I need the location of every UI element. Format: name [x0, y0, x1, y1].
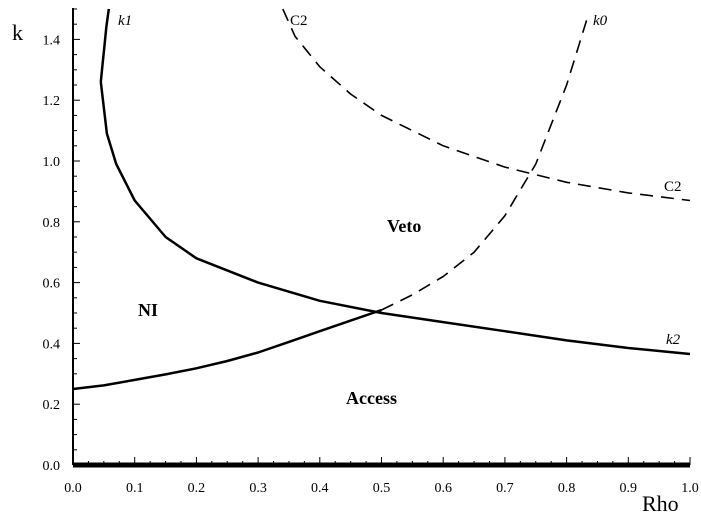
series-k0-dashed-line: [381, 14, 589, 311]
y-tick-label: 0.2: [43, 398, 61, 413]
y-tick-label: 1.2: [43, 94, 61, 109]
curve-label-k1: k1: [118, 13, 132, 29]
y-tick-label: 0.4: [43, 337, 61, 352]
region-label-veto: Veto: [387, 216, 421, 236]
x-tick-label: 1.0: [681, 481, 699, 496]
curve-label-c2-top: C2: [290, 13, 308, 29]
y-tick-label: 0.0: [43, 459, 61, 474]
y-axis-title: k: [12, 20, 23, 45]
x-tick-label: 0.9: [620, 481, 638, 496]
series-C2-line: [282, 8, 691, 202]
x-tick-label: 0.7: [496, 481, 514, 496]
x-tick-label: 0.8: [558, 481, 576, 496]
curves: [72, 8, 691, 391]
curve-label-k0: k0: [593, 13, 608, 29]
x-axis-title: Rho: [642, 491, 679, 516]
curve-label-k2: k2: [666, 332, 681, 348]
x-tick-label: 0.6: [434, 481, 452, 496]
y-tick-label: 1.0: [43, 155, 61, 170]
series-k1-line: [99, 8, 111, 83]
y-tick-label: 1.4: [43, 33, 61, 48]
x-tick-label: 0.0: [64, 481, 82, 496]
x-tick-label: 0.5: [373, 481, 391, 496]
y-tick-label: 0.8: [43, 216, 61, 231]
x-tick-label: 0.4: [311, 481, 329, 496]
series-k2-line: [99, 81, 691, 356]
curve-label-c2-right: C2: [664, 179, 682, 195]
y-tick-label: 0.6: [43, 277, 61, 292]
region-label-ni: NI: [138, 300, 158, 320]
tick-labels: 0.0 0.1 0.2 0.3 0.4 0.5 0.6 0.7 0.8 0.9 1.0 0.0 0.2 0…: [43, 33, 699, 496]
region-label-access: Access: [346, 388, 397, 408]
x-tick-label: 0.1: [126, 481, 144, 496]
x-tick-label: 0.3: [249, 481, 267, 496]
x-tick-label: 0.2: [188, 481, 206, 496]
series-k0-solid-line: [72, 308, 382, 391]
